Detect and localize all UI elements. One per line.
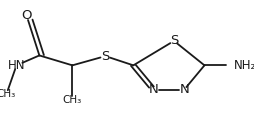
Text: S: S [101, 50, 109, 63]
Text: CH₃: CH₃ [0, 89, 16, 99]
Text: NH₂: NH₂ [234, 59, 254, 72]
Text: HN: HN [8, 59, 25, 72]
Text: CH₃: CH₃ [63, 95, 82, 105]
Text: N: N [179, 83, 189, 96]
Text: N: N [149, 83, 158, 96]
Text: S: S [170, 34, 178, 47]
Text: O: O [21, 9, 32, 22]
